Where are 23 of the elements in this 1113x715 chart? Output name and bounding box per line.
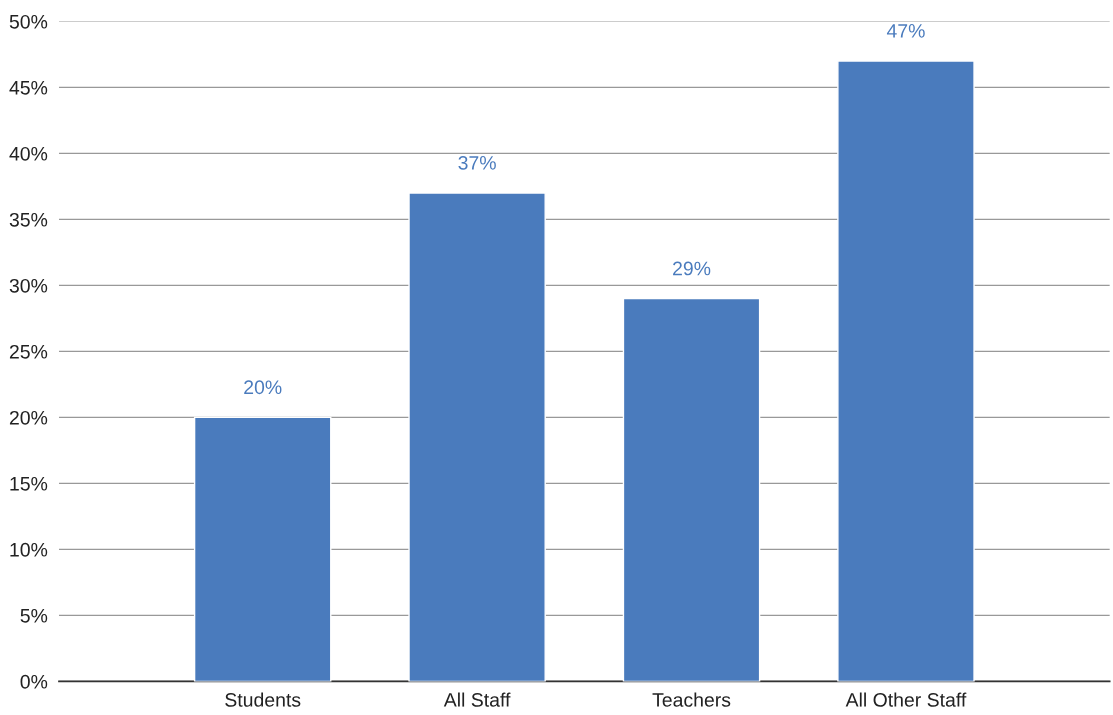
y-tick-label: 25% (9, 344, 48, 359)
y-tick-label: 40% (9, 146, 48, 161)
y-tick-label: 30% (9, 278, 48, 293)
x-tick-label: All Staff (443, 692, 511, 707)
data-label: 37% (458, 155, 496, 170)
data-label: 47% (886, 24, 925, 38)
y-tick-label: 50% (9, 14, 48, 29)
x-tick-label: Students (225, 692, 301, 707)
bar (193, 416, 332, 682)
bar (837, 60, 975, 682)
data-label: 29% (673, 261, 711, 276)
y-tick-label: 20% (9, 410, 48, 425)
y-tick-label: 5% (20, 608, 48, 623)
y-tick-label: 15% (10, 476, 48, 491)
y-tick-label: 45% (9, 81, 48, 95)
bar (408, 192, 546, 682)
y-tick-label: 35% (9, 212, 48, 227)
bar (622, 297, 761, 682)
y-tick-label: 0% (20, 674, 48, 689)
x-tick-label: Teachers (652, 692, 731, 707)
data-label: 20% (244, 380, 282, 395)
y-tick-label: 10% (10, 542, 48, 557)
x-tick-label: All Other Staff (845, 692, 967, 707)
